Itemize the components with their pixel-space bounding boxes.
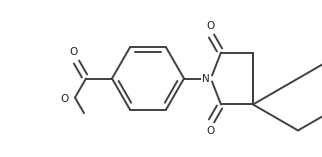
Text: N: N	[202, 73, 210, 84]
Text: O: O	[207, 126, 215, 135]
Text: O: O	[70, 47, 78, 57]
Text: O: O	[61, 94, 69, 104]
Text: O: O	[207, 22, 215, 31]
